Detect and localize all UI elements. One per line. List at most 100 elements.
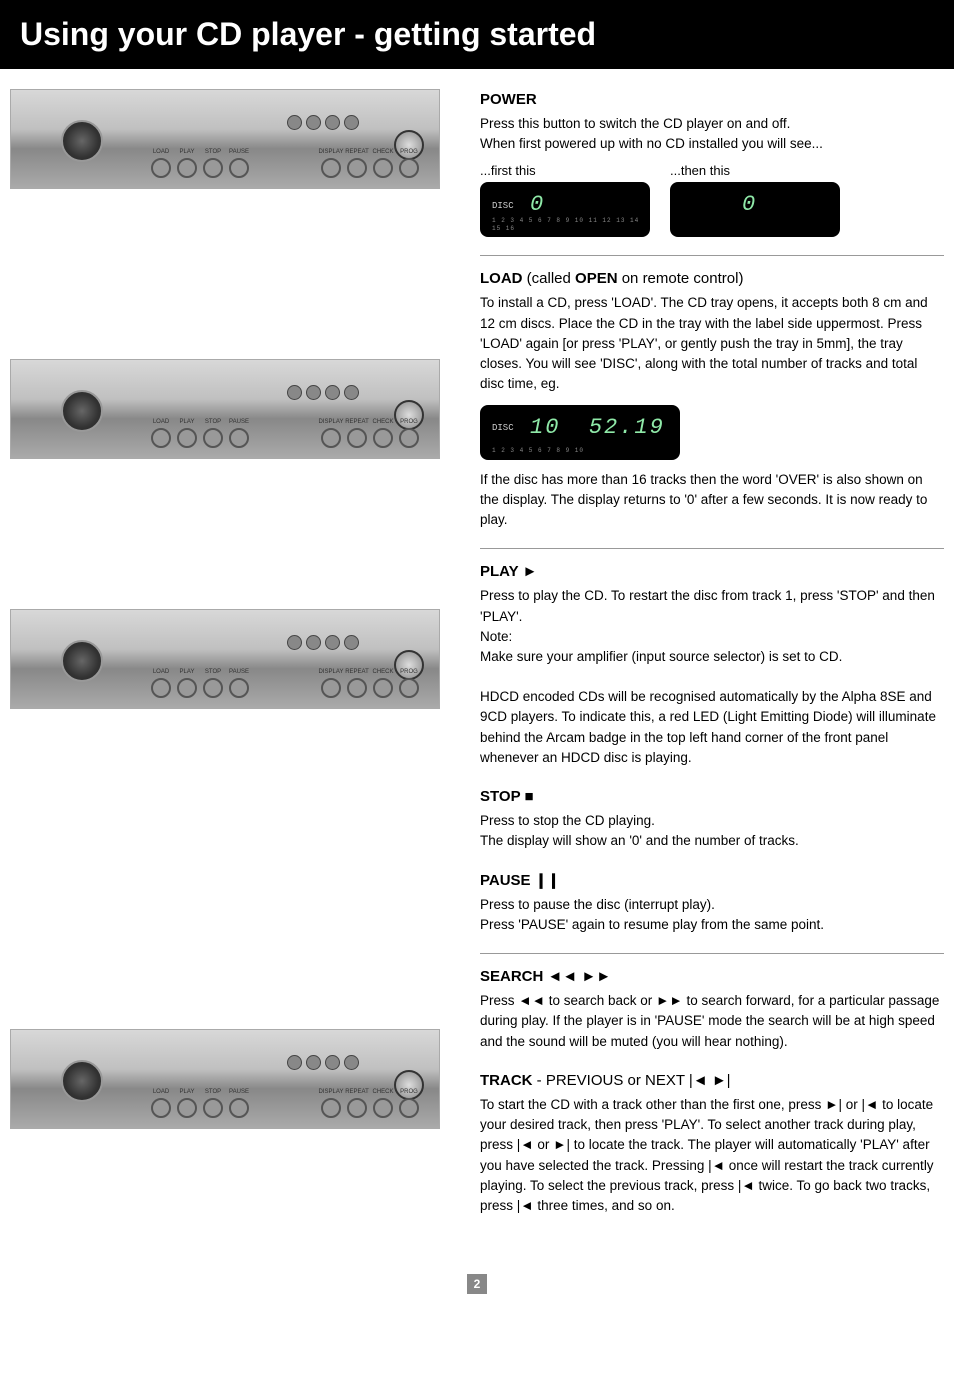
prog-button <box>399 428 419 448</box>
load-button <box>151 428 171 448</box>
load-subtitle-post: on remote control) <box>618 270 744 287</box>
prev-track-icon <box>325 1055 340 1070</box>
page-number: 2 <box>0 1274 954 1294</box>
prev-track-icon <box>325 115 340 130</box>
stop-button <box>203 1098 223 1118</box>
track-body: To start the CD with a track other than … <box>480 1095 944 1217</box>
content-area: POWER Press this button to switch the CD… <box>0 89 954 1235</box>
cd-panel-play <box>10 609 440 709</box>
repeat-button <box>347 428 367 448</box>
separator <box>480 953 944 954</box>
lcd-display-load: DISC 10 52.19 1 2 3 4 5 6 7 8 9 10 <box>480 405 680 460</box>
power-body2: When first powered up with no CD install… <box>480 134 944 154</box>
stop-button <box>203 158 223 178</box>
lcd-time: 52.19 <box>589 413 665 444</box>
pause-button <box>229 158 249 178</box>
page-number-value: 2 <box>467 1274 487 1294</box>
check-button <box>373 158 393 178</box>
check-button <box>373 678 393 698</box>
pause-button <box>229 428 249 448</box>
pause-button <box>229 1098 249 1118</box>
prog-button <box>399 1098 419 1118</box>
track-title: TRACK <box>480 1072 533 1089</box>
stop-button <box>203 428 223 448</box>
repeat-button <box>347 1098 367 1118</box>
play-button <box>177 158 197 178</box>
play-note-label: Note: <box>480 627 944 647</box>
section-stop: STOP ■ Press to stop the CD playing. The… <box>480 786 944 852</box>
forward-icon <box>306 1055 321 1070</box>
page-title: Using your CD player - getting started <box>0 0 954 69</box>
pause-heading: PAUSE ❙❙ <box>480 870 944 891</box>
cd-panel-load <box>10 359 440 459</box>
pause-body2: Press 'PAUSE' again to resume play from … <box>480 915 944 935</box>
cd-panel-power <box>10 89 440 189</box>
load-body1: To install a CD, press 'LOAD'. The CD tr… <box>480 293 944 394</box>
power-caption1: ...first this <box>480 162 650 180</box>
load-button <box>151 1098 171 1118</box>
power-body1: Press this button to switch the CD playe… <box>480 114 944 134</box>
load-open-bold: OPEN <box>575 270 618 287</box>
power-caption2: ...then this <box>670 162 840 180</box>
load-subtitle-pre: (called <box>523 270 576 287</box>
play-heading: PLAY ► <box>480 561 944 582</box>
pause-body1: Press to pause the disc (interrupt play)… <box>480 895 944 915</box>
section-power: POWER Press this button to switch the CD… <box>480 89 944 238</box>
play-note: Make sure your amplifier (input source s… <box>480 647 944 667</box>
pause-button <box>229 678 249 698</box>
stop-body1: Press to stop the CD playing. <box>480 811 944 831</box>
separator <box>480 255 944 256</box>
section-track: TRACK - PREVIOUS or NEXT |◄ ►| To start … <box>480 1070 944 1217</box>
check-button <box>373 1098 393 1118</box>
next-track-icon <box>344 115 359 130</box>
power-heading: POWER <box>480 89 944 110</box>
lcd-disc-label: DISC <box>492 201 514 211</box>
section-search: SEARCH ◄◄ ►► Press ◄◄ to search back or … <box>480 966 944 1052</box>
lcd-ticks: 1 2 3 4 5 6 7 8 9 10 11 12 13 14 15 16 <box>492 217 650 234</box>
rewind-icon <box>287 115 302 130</box>
next-track-icon <box>344 1055 359 1070</box>
forward-icon <box>306 385 321 400</box>
rewind-icon <box>287 385 302 400</box>
play-body2: HDCD encoded CDs will be recognised auto… <box>480 687 944 768</box>
play-button <box>177 1098 197 1118</box>
repeat-button <box>347 678 367 698</box>
play-body1: Press to play the CD. To restart the dis… <box>480 586 944 627</box>
display-button <box>321 158 341 178</box>
load-button <box>151 678 171 698</box>
section-load: LOAD (called OPEN on remote control) To … <box>480 268 944 530</box>
display-button <box>321 1098 341 1118</box>
rewind-icon <box>287 635 302 650</box>
lcd-display-2: 0 <box>670 182 840 237</box>
lcd-value: 0 <box>742 190 757 221</box>
lcd-display-1: DISC 0 1 2 3 4 5 6 7 8 9 10 11 12 13 14 … <box>480 182 650 237</box>
prev-track-icon <box>325 635 340 650</box>
lcd-tracks: 10 <box>530 413 560 444</box>
rewind-icon <box>287 1055 302 1070</box>
right-column: POWER Press this button to switch the CD… <box>460 89 944 1235</box>
display-button <box>321 428 341 448</box>
next-track-icon <box>344 635 359 650</box>
load-heading: LOAD (called OPEN on remote control) <box>480 268 944 289</box>
separator <box>480 548 944 549</box>
search-heading: SEARCH ◄◄ ►► <box>480 966 944 987</box>
lcd-disc-label: DISC <box>492 423 514 433</box>
stop-heading: STOP ■ <box>480 786 944 807</box>
prog-button <box>399 678 419 698</box>
load-title: LOAD <box>480 270 523 287</box>
stop-button <box>203 678 223 698</box>
repeat-button <box>347 158 367 178</box>
check-button <box>373 428 393 448</box>
display-button <box>321 678 341 698</box>
next-track-icon <box>344 385 359 400</box>
prog-button <box>399 158 419 178</box>
load-body2: If the disc has more than 16 tracks then… <box>480 470 944 531</box>
section-play: PLAY ► Press to play the CD. To restart … <box>480 561 944 768</box>
search-body: Press ◄◄ to search back or ►► to search … <box>480 991 944 1052</box>
stop-body2: The display will show an '0' and the num… <box>480 831 944 851</box>
forward-icon <box>306 115 321 130</box>
play-button <box>177 678 197 698</box>
forward-icon <box>306 635 321 650</box>
section-pause: PAUSE ❙❙ Press to pause the disc (interr… <box>480 870 944 936</box>
track-heading: TRACK - PREVIOUS or NEXT |◄ ►| <box>480 1070 944 1091</box>
